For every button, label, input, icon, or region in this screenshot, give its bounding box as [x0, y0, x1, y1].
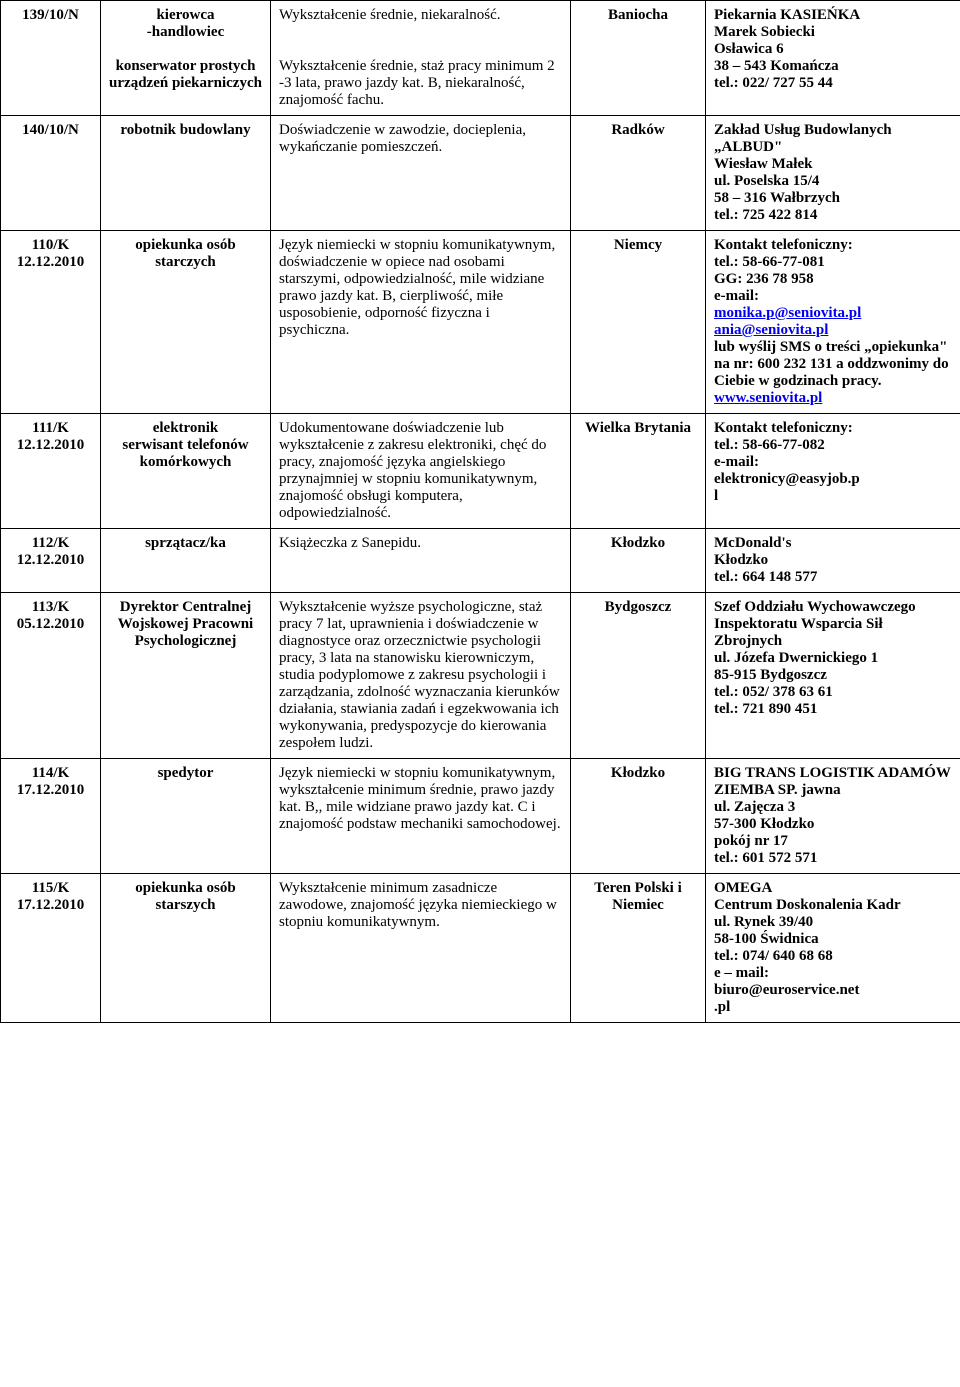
- job-location: Kłodzko: [571, 529, 706, 593]
- listing-id: 111/K12.12.2010: [1, 414, 101, 529]
- employer-contact: Kontakt telefoniczny:tel.: 58-66-77-082e…: [706, 414, 960, 529]
- job-location: Baniocha: [571, 1, 706, 116]
- job-requirements: Język niemiecki w stopniu komunikatywnym…: [271, 759, 571, 874]
- employer-text: lub wyślij SMS o treści „opiekunka" na n…: [714, 339, 949, 389]
- listing-id: 114/K17.12.2010: [1, 759, 101, 874]
- website-link[interactable]: www.seniovita.pl: [714, 390, 822, 406]
- employer-contact: McDonald'sKłodzkotel.: 664 148 577: [706, 529, 960, 593]
- job-position: Dyrektor Centralnej Wojskowej Pracowni P…: [101, 593, 271, 759]
- table-row: 111/K12.12.2010elektronikserwisant telef…: [1, 414, 960, 529]
- table-row: 139/10/Nkierowca-handlowieckonserwator p…: [1, 1, 960, 116]
- employer-contact: Kontakt telefoniczny:tel.: 58-66-77-081G…: [706, 231, 960, 414]
- job-position: elektronikserwisant telefonów komórkowyc…: [101, 414, 271, 529]
- employer-contact: Zakład Usług Budowlanych„ALBUD"Wiesław M…: [706, 116, 960, 231]
- email-link[interactable]: monika.p@seniovita.pl: [714, 305, 861, 321]
- table-row: 113/K05.12.2010Dyrektor Centralnej Wojsk…: [1, 593, 960, 759]
- job-location: Radków: [571, 116, 706, 231]
- job-requirements: Wykształcenie minimum zasadnicze zawodow…: [271, 874, 571, 1023]
- job-requirements: Wykształcenie średnie, niekaralność.Wyks…: [271, 1, 571, 116]
- email-link[interactable]: ania@seniovita.pl: [714, 322, 828, 338]
- table-row: 115/K17.12.2010opiekunka osób starszychW…: [1, 874, 960, 1023]
- job-location: Wielka Brytania: [571, 414, 706, 529]
- job-location: Teren Polski i Niemiec: [571, 874, 706, 1023]
- employer-contact: BIG TRANS LOGISTIK ADAMÓW ZIEMBA SP. jaw…: [706, 759, 960, 874]
- table-row: 140/10/Nrobotnik budowlanyDoświadczenie …: [1, 116, 960, 231]
- job-requirements: Wykształcenie wyższe psychologiczne, sta…: [271, 593, 571, 759]
- table-row: 110/K12.12.2010opiekunka osób starczychJ…: [1, 231, 960, 414]
- listing-id: 140/10/N: [1, 116, 101, 231]
- job-requirements: Książeczka z Sanepidu.: [271, 529, 571, 593]
- job-listings-table: 139/10/Nkierowca-handlowieckonserwator p…: [0, 0, 960, 1023]
- listing-id: 139/10/N: [1, 1, 101, 116]
- job-position: sprzątacz/ka: [101, 529, 271, 593]
- job-position: robotnik budowlany: [101, 116, 271, 231]
- job-location: Bydgoszcz: [571, 593, 706, 759]
- job-position: kierowca-handlowieckonserwator prostych …: [101, 1, 271, 116]
- job-requirements: Udokumentowane doświadczenie lub wykszta…: [271, 414, 571, 529]
- job-requirements: Doświadczenie w zawodzie, docieplenia, w…: [271, 116, 571, 231]
- employer-contact: Szef Oddziału Wychowawczego Inspektoratu…: [706, 593, 960, 759]
- employer-contact: OMEGACentrum Doskonalenia Kadrul. Rynek …: [706, 874, 960, 1023]
- employer-text: Kontakt telefoniczny:tel.: 58-66-77-081G…: [714, 237, 853, 304]
- listing-id: 115/K17.12.2010: [1, 874, 101, 1023]
- job-location: Kłodzko: [571, 759, 706, 874]
- job-position: opiekunka osób starszych: [101, 874, 271, 1023]
- job-location: Niemcy: [571, 231, 706, 414]
- table-row: 114/K17.12.2010spedytorJęzyk niemiecki w…: [1, 759, 960, 874]
- table-row: 112/K12.12.2010sprzątacz/kaKsiążeczka z …: [1, 529, 960, 593]
- listing-id: 112/K12.12.2010: [1, 529, 101, 593]
- job-position: opiekunka osób starczych: [101, 231, 271, 414]
- listing-id: 113/K05.12.2010: [1, 593, 101, 759]
- employer-contact: Piekarnia KASIEŃKAMarek SobieckiOsławica…: [706, 1, 960, 116]
- listing-id: 110/K12.12.2010: [1, 231, 101, 414]
- job-requirements: Język niemiecki w stopniu komunikatywnym…: [271, 231, 571, 414]
- job-position: spedytor: [101, 759, 271, 874]
